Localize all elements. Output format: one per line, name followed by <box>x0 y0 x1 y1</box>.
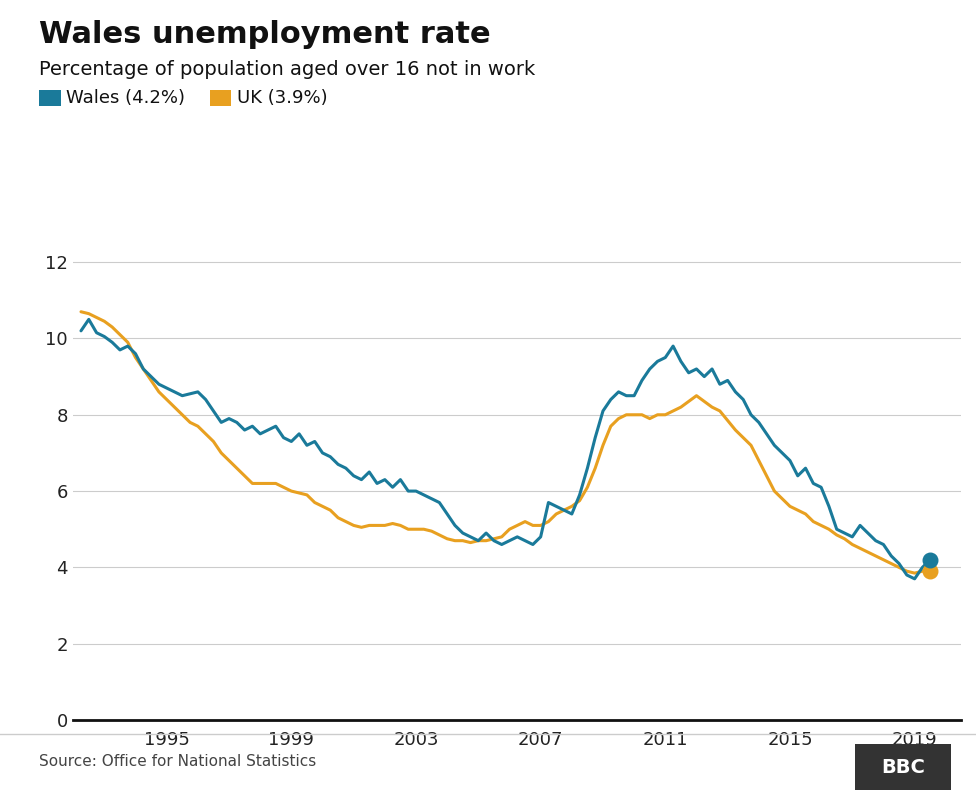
Text: Wales unemployment rate: Wales unemployment rate <box>39 20 491 49</box>
Text: Source: Office for National Statistics: Source: Office for National Statistics <box>39 754 316 769</box>
Text: Percentage of population aged over 16 not in work: Percentage of population aged over 16 no… <box>39 60 535 79</box>
Text: Wales (4.2%): Wales (4.2%) <box>66 89 185 106</box>
Text: BBC: BBC <box>881 758 924 777</box>
Point <box>922 565 938 578</box>
Text: UK (3.9%): UK (3.9%) <box>237 89 328 106</box>
Point <box>922 554 938 566</box>
